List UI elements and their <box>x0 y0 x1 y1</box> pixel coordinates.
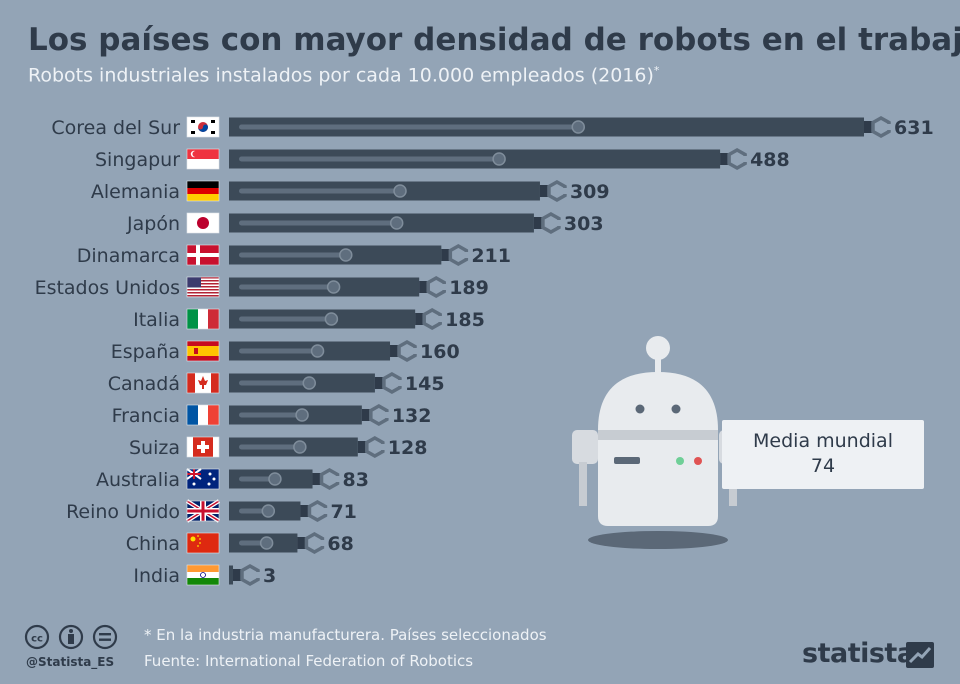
bar-nut-icon <box>871 116 894 138</box>
usa-flag <box>186 276 220 298</box>
uk-flag <box>185 499 221 523</box>
category-label-estados-unidos: Estados Unidos <box>35 277 180 299</box>
value-label-corea-del-sur: 631 <box>894 117 934 139</box>
nd-icon <box>92 624 118 650</box>
category-label-dinamarca: Dinamarca <box>77 245 180 267</box>
bar-china <box>229 533 306 553</box>
value-label-singapur: 488 <box>750 149 790 171</box>
category-label-australia: Australia <box>96 469 180 491</box>
bar-suiza <box>229 437 366 457</box>
japan-flag <box>186 212 220 234</box>
bar-alemania <box>229 181 548 201</box>
category-label-china: China <box>126 533 180 555</box>
value-label-suiza: 128 <box>388 437 428 459</box>
value-label-india: 3 <box>263 565 276 587</box>
bar-nut-icon <box>304 532 328 554</box>
bar-nut-icon <box>240 564 263 586</box>
bar-nut-icon <box>382 372 405 394</box>
value-label-japon: 303 <box>564 213 604 235</box>
by-icon <box>58 624 84 650</box>
value-label-alemania: 309 <box>570 181 610 203</box>
india-flag <box>186 564 220 586</box>
category-label-singapur: Singapur <box>95 149 180 171</box>
bar-espana <box>229 341 399 361</box>
bar-japon <box>229 213 542 233</box>
bar-nut-icon <box>547 180 570 202</box>
germany-flag <box>186 180 220 202</box>
italy-flag <box>186 308 220 330</box>
singapore-flag <box>186 148 220 170</box>
subtitle-text: Robots industriales instalados por cada … <box>28 64 654 87</box>
chart-subtitle: Robots industriales instalados por cada … <box>28 64 659 86</box>
category-label-suiza: Suiza <box>129 437 180 459</box>
value-label-dinamarca: 211 <box>471 245 511 267</box>
world-average-label: Media mundial <box>753 430 893 452</box>
bar-canada <box>229 373 383 393</box>
switzerland-flag <box>186 436 220 458</box>
bar-dinamarca <box>229 245 450 265</box>
robot-illustration <box>572 336 745 549</box>
category-label-japon: Japón <box>126 213 180 235</box>
bar-nut-icon <box>426 276 449 298</box>
svg-text:cc: cc <box>31 634 43 645</box>
statista-handle: @Statista_ES <box>26 655 115 669</box>
footnote: * En la industria manufacturera. Países … <box>144 626 547 644</box>
value-label-estados-unidos: 189 <box>449 277 489 299</box>
cc-icon <box>24 624 50 650</box>
australia-flag <box>186 468 220 490</box>
world-average-callout: Media mundial 74 <box>722 420 924 489</box>
bar-nut-icon <box>369 404 392 426</box>
value-label-reino-unido: 71 <box>330 501 356 523</box>
france-flag <box>186 404 220 426</box>
bar-nut-icon <box>397 340 420 362</box>
value-label-canada: 145 <box>405 373 445 395</box>
subtitle-asterisk: * <box>653 64 660 77</box>
bar-italia <box>229 309 424 329</box>
bar-estados-unidos <box>229 277 428 297</box>
category-label-francia: Francia <box>112 405 180 427</box>
value-label-australia: 83 <box>343 469 369 491</box>
bar-reino-unido <box>229 501 309 521</box>
statista-logo: statista <box>802 638 915 669</box>
value-label-china: 68 <box>327 533 353 555</box>
category-label-alemania: Alemania <box>91 181 180 203</box>
category-label-corea-del-sur: Corea del Sur <box>51 117 180 139</box>
china-flag <box>186 532 220 554</box>
value-label-francia: 132 <box>392 405 432 427</box>
spain-flag <box>186 340 220 362</box>
category-label-espana: España <box>111 341 180 363</box>
south-korea-flag <box>186 116 220 138</box>
source-note: Fuente: International Federation of Robo… <box>144 652 474 670</box>
bar-nut-icon <box>727 148 750 170</box>
value-label-espana: 160 <box>420 341 460 363</box>
bar-india <box>229 565 241 585</box>
bar-chart: Corea del Sur 631 Singapur 488 Alemania 309 Ja… <box>35 116 934 587</box>
statista-logo-icon <box>906 642 934 668</box>
bar-nut-icon <box>307 500 331 522</box>
canada-flag <box>186 372 220 394</box>
bar-nut-icon <box>365 436 388 458</box>
category-label-canada: Canadá <box>108 373 180 395</box>
category-label-italia: Italia <box>133 309 180 331</box>
bar-nut-icon <box>422 308 445 330</box>
denmark-flag <box>186 244 220 266</box>
creative-commons-icons: cc <box>24 624 118 650</box>
bar-francia <box>229 405 370 425</box>
bar-nut-icon <box>319 468 343 490</box>
bar-nut-icon <box>448 244 472 266</box>
category-label-india: India <box>133 565 180 587</box>
chart-title: Los países con mayor densidad de robots … <box>28 22 960 58</box>
value-label-italia: 185 <box>445 309 485 331</box>
bar-corea-del-sur <box>229 117 872 137</box>
category-label-reino-unido: Reino Unido <box>66 501 180 523</box>
world-average-value: 74 <box>810 455 836 477</box>
bar-australia <box>229 469 321 489</box>
bar-nut-icon <box>541 212 564 234</box>
bar-singapur <box>229 149 729 169</box>
